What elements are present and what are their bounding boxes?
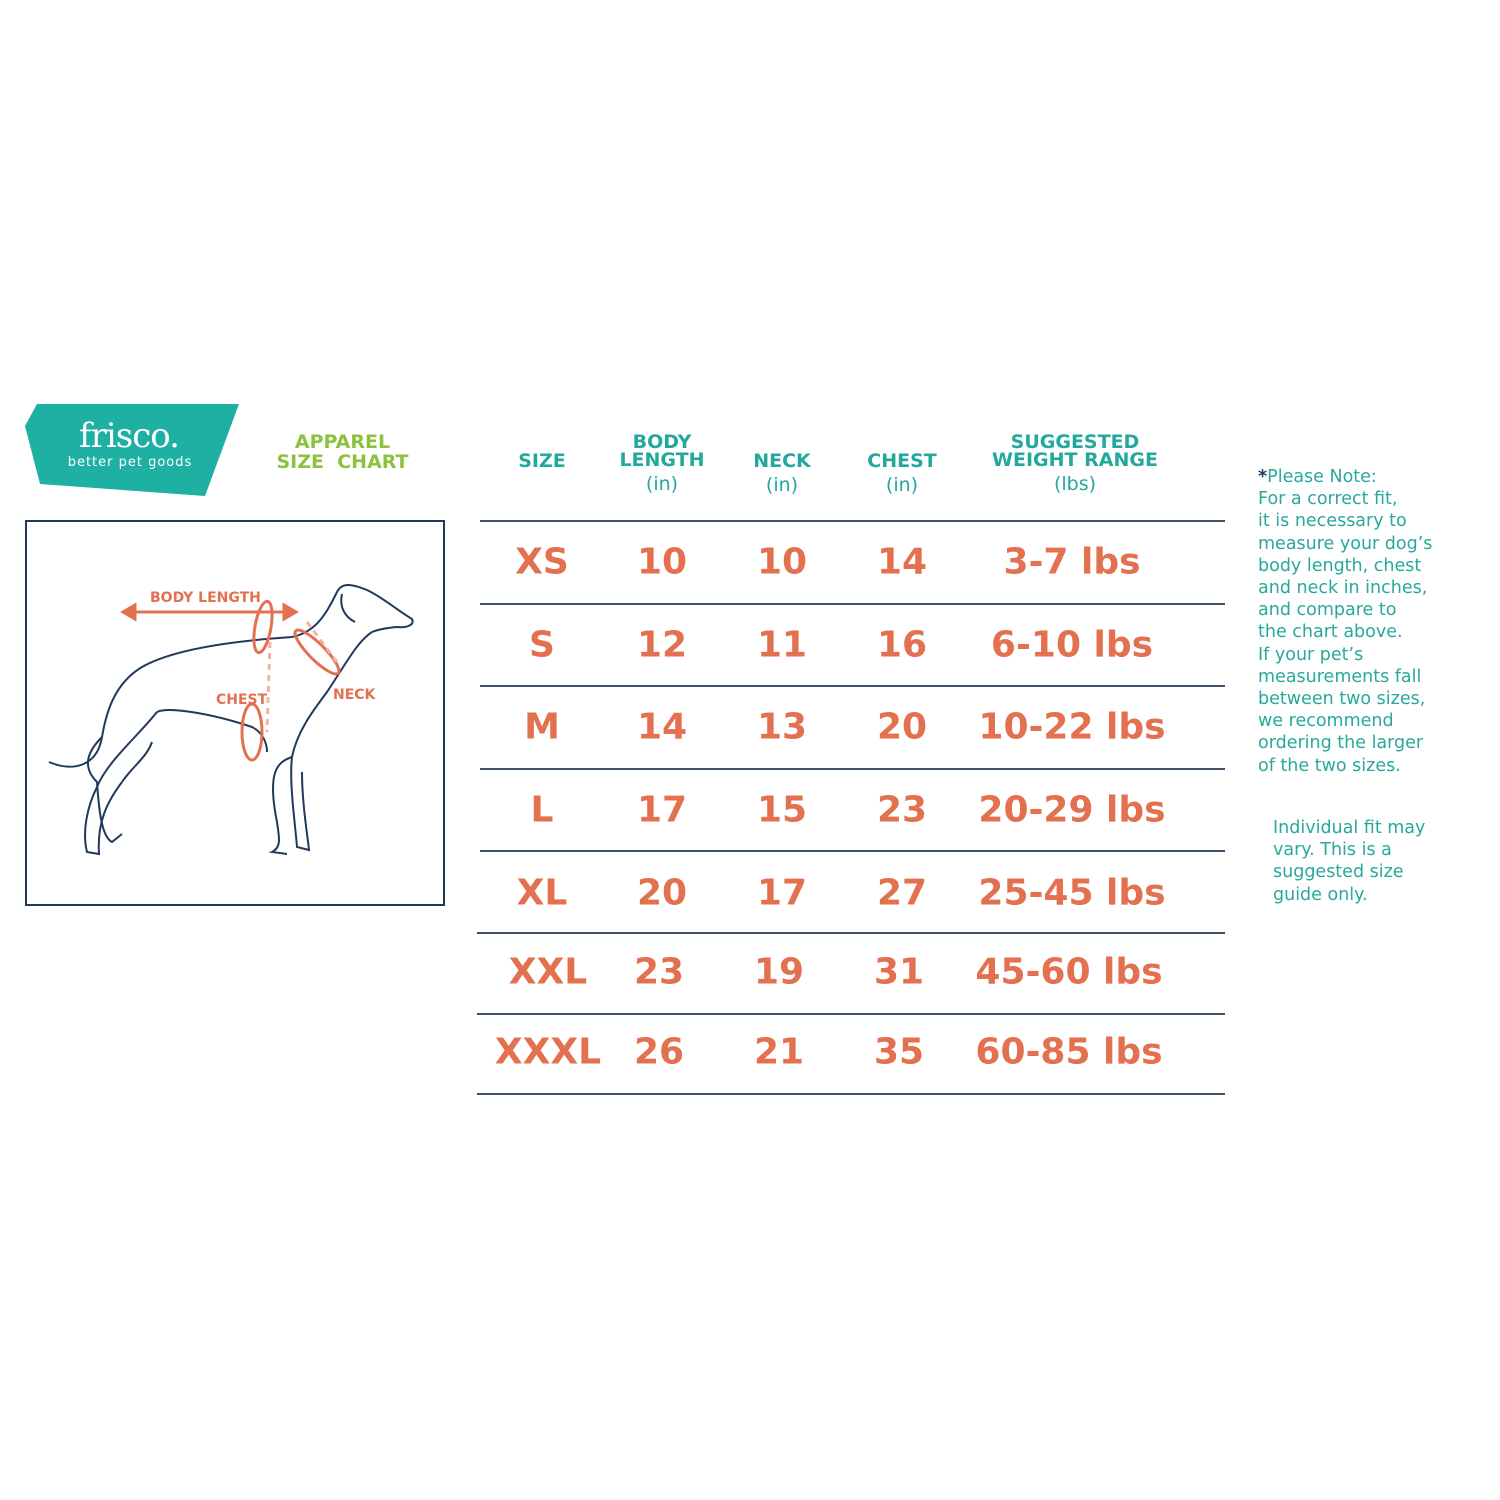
table-cell: 26 xyxy=(633,1031,685,1073)
body-length-label: BODY LENGTH xyxy=(150,590,261,606)
row-divider xyxy=(477,1093,1225,1095)
table-cell: 12 xyxy=(636,624,688,666)
table-cell: 14 xyxy=(876,541,928,583)
header-unit: (in) xyxy=(765,474,799,496)
table-cell: 13 xyxy=(756,706,808,748)
row-divider xyxy=(480,850,1225,852)
table-cell: 23 xyxy=(633,951,685,993)
column-header-neck: NECK (in) xyxy=(753,450,811,496)
table-cell: 6-10 lbs xyxy=(990,624,1154,666)
table-cell: 14 xyxy=(636,706,688,748)
header-label: CHEST xyxy=(867,450,937,472)
table-cell: M xyxy=(524,706,560,748)
header-label: BODY LENGTH xyxy=(619,431,705,471)
title-line-1: APPAREL xyxy=(294,431,391,453)
neck-label: NECK xyxy=(333,687,376,703)
table-cell: 3-7 lbs xyxy=(1003,541,1141,583)
table-cell: 20 xyxy=(876,706,928,748)
table-cell: 21 xyxy=(753,1031,805,1073)
table-cell: 15 xyxy=(756,789,808,831)
header-label: NECK xyxy=(753,450,811,472)
column-header-weight-range: SUGGESTED WEIGHT RANGE (lbs) xyxy=(992,431,1158,495)
table-cell: XXL xyxy=(508,951,588,993)
brand-tagline: better pet goods xyxy=(67,455,193,470)
header-unit: (in) xyxy=(885,474,919,496)
asterisk: * xyxy=(1258,467,1268,487)
table-cell: XL xyxy=(516,872,568,914)
table-cell: XXXL xyxy=(494,1031,602,1073)
header-unit: (in) xyxy=(645,473,679,495)
chart-title: APPAREL SIZE CHART xyxy=(270,432,415,472)
table-cell: 10 xyxy=(756,541,808,583)
row-divider xyxy=(480,603,1225,605)
table-cell: 20 xyxy=(636,872,688,914)
row-divider xyxy=(480,520,1225,522)
table-cell: 45-60 lbs xyxy=(975,951,1163,993)
table-cell: 25-45 lbs xyxy=(978,872,1166,914)
row-divider xyxy=(480,768,1225,770)
frisco-logo: frisco. better pet goods xyxy=(25,404,241,496)
table-cell: 16 xyxy=(876,624,928,666)
table-cell: L xyxy=(530,789,554,831)
row-divider xyxy=(480,685,1225,687)
column-header-body-length: BODY LENGTH (in) xyxy=(619,431,705,495)
table-cell: 19 xyxy=(753,951,805,993)
table-cell: 20-29 lbs xyxy=(978,789,1166,831)
table-cell: 17 xyxy=(636,789,688,831)
please-note: *Please Note: For a correct fit, it is n… xyxy=(1258,466,1432,777)
header-unit: (lbs) xyxy=(1053,473,1097,495)
table-cell: 60-85 lbs xyxy=(975,1031,1163,1073)
brand-name: frisco. xyxy=(79,416,180,456)
table-cell: 10-22 lbs xyxy=(978,706,1166,748)
table-cell: 10 xyxy=(636,541,688,583)
header-label: SUGGESTED WEIGHT RANGE xyxy=(992,431,1158,471)
table-cell: 17 xyxy=(756,872,808,914)
table-cell: XS xyxy=(515,541,569,583)
column-header-size: SIZE xyxy=(518,450,566,472)
header-label: SIZE xyxy=(518,450,566,472)
row-divider xyxy=(477,1013,1225,1015)
column-header-chest: CHEST (in) xyxy=(867,450,937,496)
table-cell: 11 xyxy=(756,624,808,666)
disclaimer: Individual fit may vary. This is a sugge… xyxy=(1273,818,1426,905)
note-text: Please Note: For a correct fit, it is ne… xyxy=(1258,467,1433,776)
title-line-2: SIZE CHART xyxy=(276,451,409,473)
table-cell: 23 xyxy=(876,789,928,831)
chest-label: CHEST xyxy=(216,692,268,708)
table-cell: 27 xyxy=(876,872,928,914)
table-cell: S xyxy=(529,624,555,666)
dog-illustration xyxy=(48,584,414,856)
table-cell: 35 xyxy=(873,1031,925,1073)
row-divider xyxy=(477,932,1225,934)
table-cell: 31 xyxy=(873,951,925,993)
dog-measurement-diagram: BODY LENGTH CHEST NECK xyxy=(25,520,445,906)
